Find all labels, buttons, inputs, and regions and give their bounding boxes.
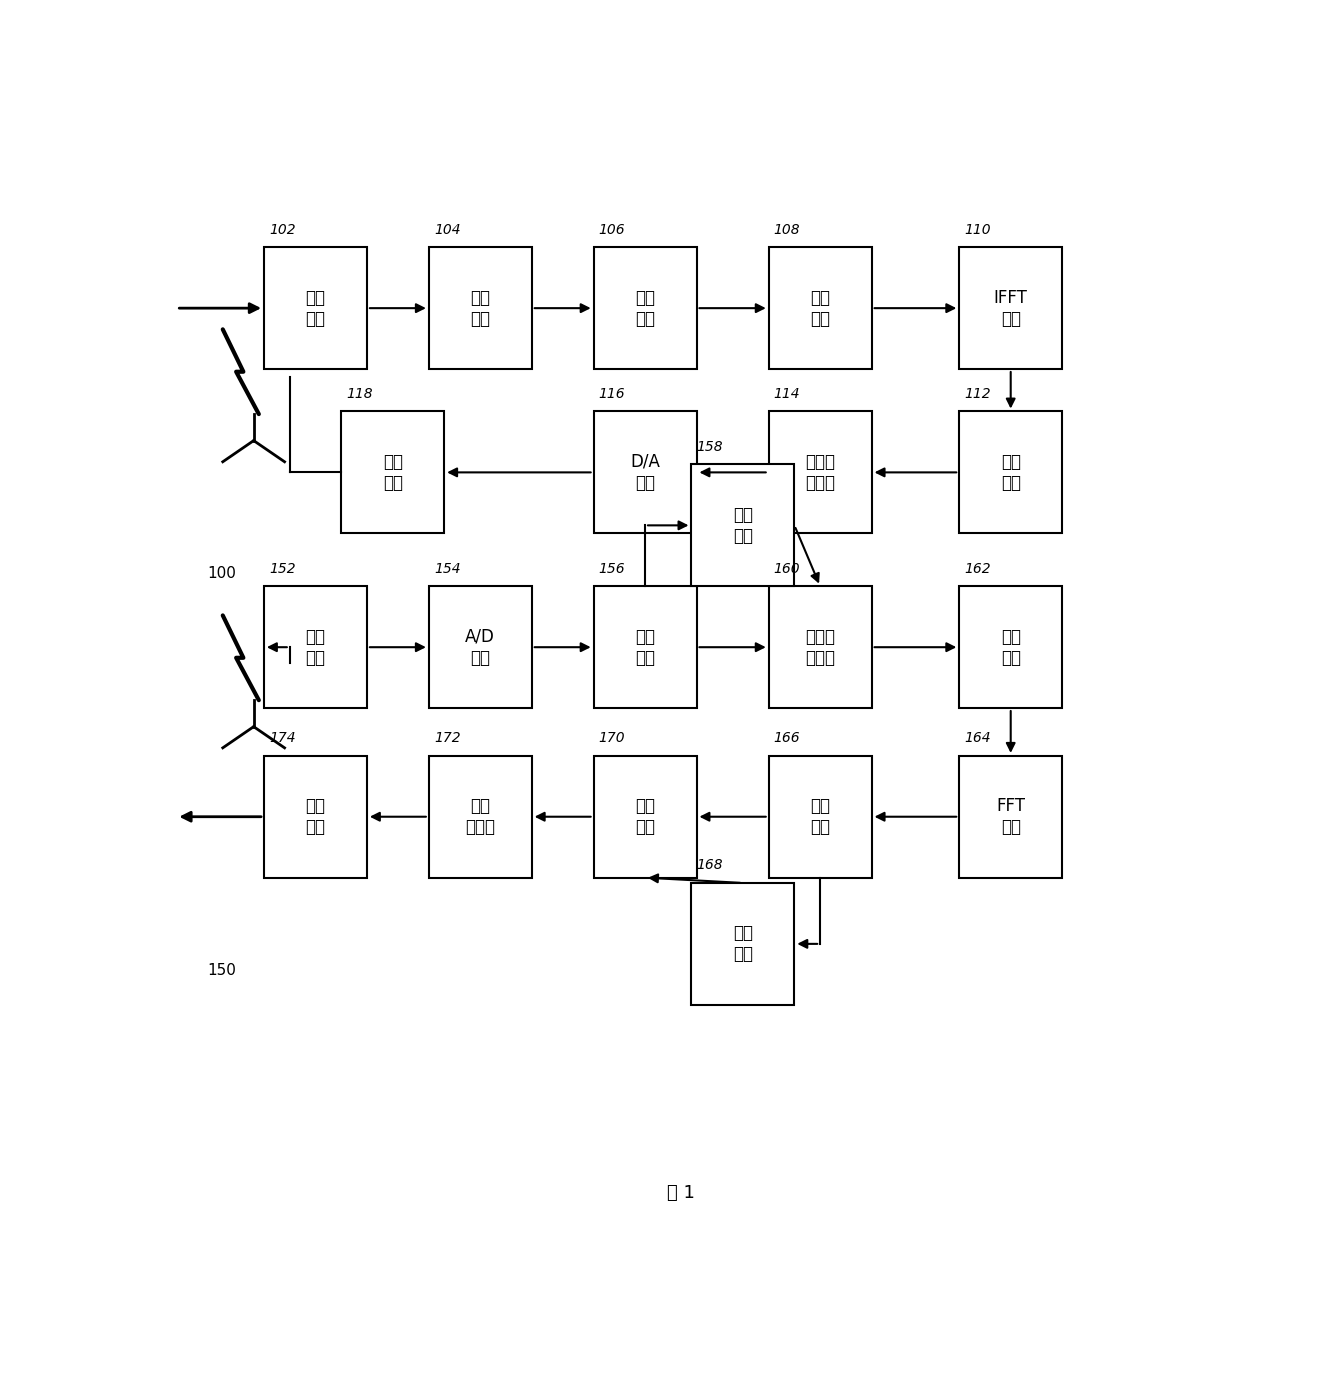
Text: 并串
转换: 并串 转换 xyxy=(1001,453,1021,491)
Bar xyxy=(960,248,1062,369)
Text: 104: 104 xyxy=(433,223,461,237)
Text: 158: 158 xyxy=(696,440,723,454)
Bar xyxy=(264,586,367,709)
Text: 频偏
校正: 频偏 校正 xyxy=(732,506,754,545)
Text: 串并
转换: 串并 转换 xyxy=(635,289,655,327)
Bar xyxy=(264,755,367,878)
Bar xyxy=(960,755,1062,878)
Text: 符号
去映射: 符号 去映射 xyxy=(465,797,496,837)
Bar xyxy=(960,586,1062,709)
Text: 插入
导频: 插入 导频 xyxy=(811,289,831,327)
Bar xyxy=(429,248,532,369)
Text: 114: 114 xyxy=(773,387,800,400)
Text: 110: 110 xyxy=(965,223,991,237)
Text: 射频
单元: 射频 单元 xyxy=(306,627,326,666)
Text: 168: 168 xyxy=(696,859,723,872)
Bar xyxy=(264,248,367,369)
Text: 172: 172 xyxy=(433,731,461,746)
Text: 并串
转换: 并串 转换 xyxy=(635,797,655,837)
Bar xyxy=(768,411,872,534)
Text: 102: 102 xyxy=(268,223,296,237)
Bar xyxy=(429,755,532,878)
Text: 162: 162 xyxy=(965,561,991,575)
Bar xyxy=(594,586,696,709)
Text: 150: 150 xyxy=(207,963,237,978)
Text: 118: 118 xyxy=(347,387,373,400)
Text: 174: 174 xyxy=(268,731,296,746)
Text: 射频
单元: 射频 单元 xyxy=(383,453,403,491)
Text: 152: 152 xyxy=(268,561,296,575)
Bar xyxy=(691,465,795,586)
Text: FFT
变换: FFT 变换 xyxy=(997,797,1025,837)
Text: 166: 166 xyxy=(773,731,800,746)
Text: 112: 112 xyxy=(965,387,991,400)
Text: 116: 116 xyxy=(598,387,626,400)
Bar xyxy=(429,586,532,709)
Text: 106: 106 xyxy=(598,223,626,237)
Bar xyxy=(768,248,872,369)
Text: 108: 108 xyxy=(773,223,800,237)
Text: 去除保
护间隔: 去除保 护间隔 xyxy=(805,627,835,666)
Text: 164: 164 xyxy=(965,731,991,746)
Bar xyxy=(768,755,872,878)
Bar xyxy=(594,411,696,534)
Text: 170: 170 xyxy=(598,731,626,746)
Text: 导频
抽取: 导频 抽取 xyxy=(811,797,831,837)
Bar xyxy=(342,411,444,534)
Text: 串并
转换: 串并 转换 xyxy=(1001,627,1021,666)
Text: 符号
映射: 符号 映射 xyxy=(470,289,490,327)
Bar xyxy=(594,755,696,878)
Text: 信道
解码: 信道 解码 xyxy=(306,797,326,837)
Bar xyxy=(594,248,696,369)
Text: 154: 154 xyxy=(433,561,461,575)
Text: A/D
转换: A/D 转换 xyxy=(465,627,496,666)
Text: 信道
编码: 信道 编码 xyxy=(306,289,326,327)
Text: 插入保
护间隔: 插入保 护间隔 xyxy=(805,453,835,491)
Text: 160: 160 xyxy=(773,561,800,575)
Text: 信道
估计: 信道 估计 xyxy=(732,925,754,963)
Text: 156: 156 xyxy=(598,561,626,575)
Bar xyxy=(768,586,872,709)
Text: 图 1: 图 1 xyxy=(667,1183,695,1201)
Text: 同步
单元: 同步 单元 xyxy=(635,627,655,666)
Text: 100: 100 xyxy=(207,566,237,581)
Bar xyxy=(691,883,795,1004)
Bar xyxy=(960,411,1062,534)
Text: IFFT
变换: IFFT 变换 xyxy=(994,289,1027,327)
Text: D/A
转换: D/A 转换 xyxy=(630,453,661,491)
